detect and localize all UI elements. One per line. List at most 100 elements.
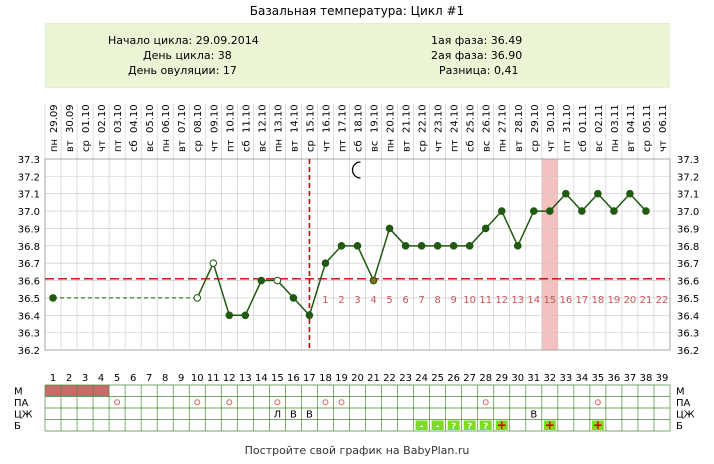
temperature-point bbox=[337, 242, 346, 250]
y-tick-label-left: 36.7 bbox=[18, 259, 40, 270]
date-label: 02.11 bbox=[594, 104, 605, 133]
test-result: ? bbox=[467, 422, 472, 432]
weekday-label: сб bbox=[354, 140, 365, 152]
weekday-label: сб bbox=[241, 140, 252, 152]
weekday-label: ср bbox=[530, 140, 541, 152]
x-tick-label: 37 bbox=[624, 373, 637, 384]
x-tick-label: 39 bbox=[656, 373, 669, 384]
ovulation-day-row: День овуляции: 17 bbox=[128, 64, 237, 78]
x-tick-label: 3 bbox=[82, 373, 88, 384]
x-tick-label: 7 bbox=[146, 373, 152, 384]
weekday-label: ср bbox=[642, 140, 653, 152]
date-label: 03.10 bbox=[113, 104, 124, 133]
discharge-mark bbox=[114, 399, 121, 406]
cycle-day-label: День цикла: bbox=[143, 49, 215, 62]
difference-value: 0,41 bbox=[494, 64, 519, 77]
temperature-point bbox=[594, 189, 602, 198]
x-tick-label: 25 bbox=[431, 373, 444, 384]
menses-cell bbox=[77, 385, 94, 397]
temperature-point bbox=[513, 242, 522, 250]
date-label: 04.11 bbox=[626, 104, 637, 133]
test-cell bbox=[447, 420, 460, 430]
y-tick-label-right: 37.1 bbox=[677, 190, 699, 201]
test-result: ? bbox=[451, 422, 456, 432]
date-label: 29.09 bbox=[49, 104, 60, 133]
phase2-day-number: 12 bbox=[495, 295, 508, 306]
date-label: 13.10 bbox=[273, 104, 284, 133]
temperature-point bbox=[497, 207, 506, 215]
discharge-mark bbox=[594, 399, 601, 406]
weekday-label: пн bbox=[273, 139, 284, 152]
test-result: + bbox=[593, 418, 603, 432]
temperature-point bbox=[257, 276, 266, 285]
x-tick-label: 18 bbox=[319, 373, 332, 384]
discharge-mark bbox=[338, 399, 345, 406]
row-label-left: Б bbox=[14, 421, 21, 432]
weekday-label: вт bbox=[402, 140, 413, 152]
date-label: 19.10 bbox=[370, 104, 381, 133]
date-label: 05.10 bbox=[145, 104, 156, 133]
cycle-info-panel: Начало цикла: 29.09.2014 День цикла: 38 … bbox=[45, 23, 670, 88]
temperature-point bbox=[49, 294, 57, 302]
weekday-label: сб bbox=[129, 140, 140, 152]
date-label: 22.10 bbox=[418, 104, 429, 133]
y-tick-label-left: 37.2 bbox=[18, 172, 40, 183]
phase2-value: 36.90 bbox=[490, 49, 523, 62]
x-tick-label: 29 bbox=[495, 373, 508, 384]
date-label: 27.10 bbox=[498, 104, 509, 133]
temperature-point bbox=[529, 207, 538, 215]
discharge-mark bbox=[194, 399, 201, 406]
row-label-right: Б bbox=[676, 421, 683, 432]
phase2-day-number: 15 bbox=[543, 295, 556, 306]
phase2-day-number: 1 bbox=[322, 295, 328, 306]
weekday-label: ср bbox=[193, 140, 204, 152]
weekday-label: пн bbox=[610, 139, 621, 152]
phase2-day-number: 20 bbox=[624, 295, 637, 306]
phase2-day-number: 9 bbox=[450, 295, 456, 306]
test-cell bbox=[591, 420, 604, 430]
date-label: 25.10 bbox=[466, 104, 477, 133]
cervical-fluid-mark: В bbox=[306, 410, 313, 421]
menses-cell bbox=[61, 385, 78, 397]
weekday-label: ср bbox=[305, 140, 316, 152]
test-result: + bbox=[545, 418, 555, 432]
temperature-point bbox=[449, 242, 458, 250]
date-label: 14.10 bbox=[289, 104, 300, 133]
chart-title: Базальная температура: Цикл #1 bbox=[249, 4, 465, 18]
date-label: 01.10 bbox=[81, 104, 92, 133]
phase2-row: 2ая фаза: 36.90 bbox=[431, 49, 522, 63]
discharge-mark bbox=[482, 399, 489, 406]
y-tick-label-right: 36.9 bbox=[677, 224, 699, 235]
x-tick-label: 16 bbox=[287, 373, 300, 384]
phase2-day-number: 2 bbox=[338, 295, 344, 306]
date-label: 16.10 bbox=[321, 104, 332, 133]
y-tick-label-right: 37.2 bbox=[677, 172, 699, 183]
cervical-fluid-mark: В bbox=[290, 410, 297, 421]
test-cell bbox=[415, 420, 428, 430]
weekday-label: чт bbox=[434, 140, 445, 152]
x-tick-label: 35 bbox=[592, 373, 605, 384]
x-tick-label: 8 bbox=[162, 373, 168, 384]
x-tick-label: 38 bbox=[640, 373, 653, 384]
phase2-day-number: 10 bbox=[463, 295, 476, 306]
temperature-point bbox=[209, 259, 218, 267]
cycle-start-row: Начало цикла: 29.09.2014 bbox=[108, 34, 259, 48]
ovulation-day-value: 17 bbox=[222, 64, 237, 77]
moon-icon bbox=[351, 161, 361, 179]
test-result: - bbox=[420, 422, 424, 432]
y-tick-label-right: 36.2 bbox=[677, 346, 699, 357]
y-tick-label-right: 36.8 bbox=[677, 242, 699, 253]
weekday-label: пн bbox=[386, 139, 397, 152]
x-tick-label: 1 bbox=[50, 373, 56, 384]
date-label: 15.10 bbox=[305, 104, 316, 133]
menses-cell bbox=[45, 385, 62, 397]
test-cell bbox=[463, 420, 476, 430]
phase2-day-number: 11 bbox=[479, 295, 492, 306]
ovulation-day-label: День овуляции: bbox=[128, 64, 220, 77]
date-label: 21.10 bbox=[402, 104, 413, 133]
y-tick-label-right: 37.0 bbox=[677, 207, 699, 218]
difference-label: Разница: bbox=[439, 64, 491, 77]
y-tick-label-left: 37.0 bbox=[18, 207, 40, 218]
x-tick-label: 23 bbox=[399, 373, 412, 384]
x-tick-label: 34 bbox=[575, 373, 588, 384]
